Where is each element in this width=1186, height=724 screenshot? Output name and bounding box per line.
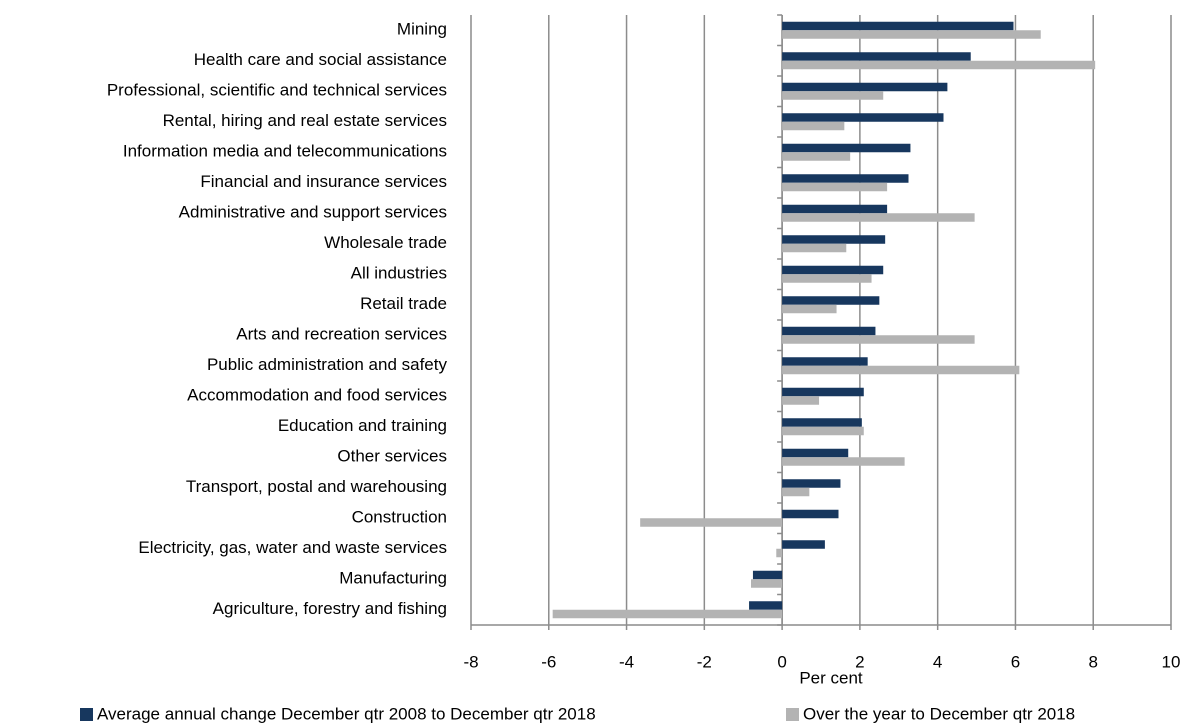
x-tick-label: -6 bbox=[541, 652, 556, 671]
y-tick-label: Construction bbox=[352, 508, 447, 527]
bar bbox=[782, 448, 849, 458]
bar bbox=[782, 113, 944, 122]
bar bbox=[782, 335, 975, 344]
bar bbox=[782, 121, 845, 131]
bar bbox=[782, 479, 841, 488]
bar bbox=[782, 21, 1014, 31]
y-tick-label: Information media and telecommunications bbox=[123, 142, 447, 161]
bar bbox=[782, 174, 909, 183]
y-tick-label: All industries bbox=[351, 264, 447, 283]
y-tick-label: Administrative and support services bbox=[179, 203, 447, 222]
y-tick-label: Agriculture, forestry and fishing bbox=[213, 599, 447, 618]
bar bbox=[782, 213, 975, 222]
y-tick-label: Manufacturing bbox=[339, 569, 447, 588]
x-tick-label: 0 bbox=[777, 652, 786, 671]
bar bbox=[782, 152, 851, 161]
bar bbox=[782, 487, 810, 497]
bar bbox=[782, 426, 864, 436]
x-tick-label: 6 bbox=[1011, 652, 1020, 671]
y-tick-label: Rental, hiring and real estate services bbox=[163, 111, 447, 130]
legend-label: Average annual change December qtr 2008 … bbox=[97, 704, 596, 723]
x-tick-label: -2 bbox=[697, 652, 712, 671]
y-tick-label: Education and training bbox=[278, 416, 447, 435]
bar bbox=[782, 82, 948, 92]
y-tick-label: Wholesale trade bbox=[324, 233, 447, 252]
y-tick-label: Accommodation and food services bbox=[187, 386, 447, 405]
bar bbox=[552, 609, 783, 619]
y-tick-label: Financial and insurance services bbox=[200, 172, 447, 191]
bar bbox=[640, 518, 783, 527]
y-tick-label: Other services bbox=[337, 447, 447, 466]
bar bbox=[776, 548, 783, 558]
x-tick-label: 2 bbox=[855, 652, 864, 671]
bar bbox=[782, 52, 971, 61]
bar bbox=[782, 30, 1041, 39]
bar bbox=[782, 243, 847, 253]
bar bbox=[782, 60, 1096, 70]
bar bbox=[782, 304, 837, 314]
y-tick-label: Public administration and safety bbox=[207, 355, 448, 374]
y-tick-label: Professional, scientific and technical s… bbox=[107, 81, 447, 100]
bar bbox=[751, 579, 783, 588]
bar bbox=[782, 457, 905, 466]
bar bbox=[782, 365, 1020, 375]
x-tick-label: 10 bbox=[1162, 652, 1181, 671]
y-tick-label: Electricity, gas, water and waste servic… bbox=[138, 538, 447, 557]
y-tick-label: Health care and social assistance bbox=[194, 50, 447, 69]
bar bbox=[782, 387, 864, 397]
bar bbox=[782, 509, 839, 519]
bar bbox=[782, 296, 880, 305]
bar bbox=[782, 418, 862, 427]
bar bbox=[782, 265, 884, 275]
y-tick-label: Transport, postal and warehousing bbox=[186, 477, 447, 496]
bar bbox=[752, 570, 783, 580]
y-tick-label: Retail trade bbox=[360, 294, 447, 313]
x-tick-label: -8 bbox=[463, 652, 478, 671]
bar bbox=[782, 274, 872, 283]
bar bbox=[782, 91, 884, 100]
bar bbox=[782, 235, 886, 244]
bar bbox=[782, 182, 888, 192]
bar bbox=[782, 357, 868, 366]
x-axis-label: Per cent bbox=[799, 668, 863, 687]
legend-label: Over the year to December qtr 2018 bbox=[803, 704, 1075, 723]
x-tick-label: 4 bbox=[933, 652, 942, 671]
y-tick-label: Arts and recreation services bbox=[236, 325, 447, 344]
x-tick-label: 8 bbox=[1088, 652, 1097, 671]
legend-swatch bbox=[786, 708, 799, 721]
bar bbox=[782, 204, 888, 214]
bar bbox=[782, 396, 820, 405]
x-tick-label: -4 bbox=[619, 652, 634, 671]
legend-swatch bbox=[80, 708, 93, 721]
y-tick-label: Mining bbox=[397, 20, 447, 39]
bar bbox=[749, 601, 783, 610]
bar bbox=[782, 326, 876, 336]
bar bbox=[782, 143, 911, 153]
bar bbox=[782, 540, 825, 549]
